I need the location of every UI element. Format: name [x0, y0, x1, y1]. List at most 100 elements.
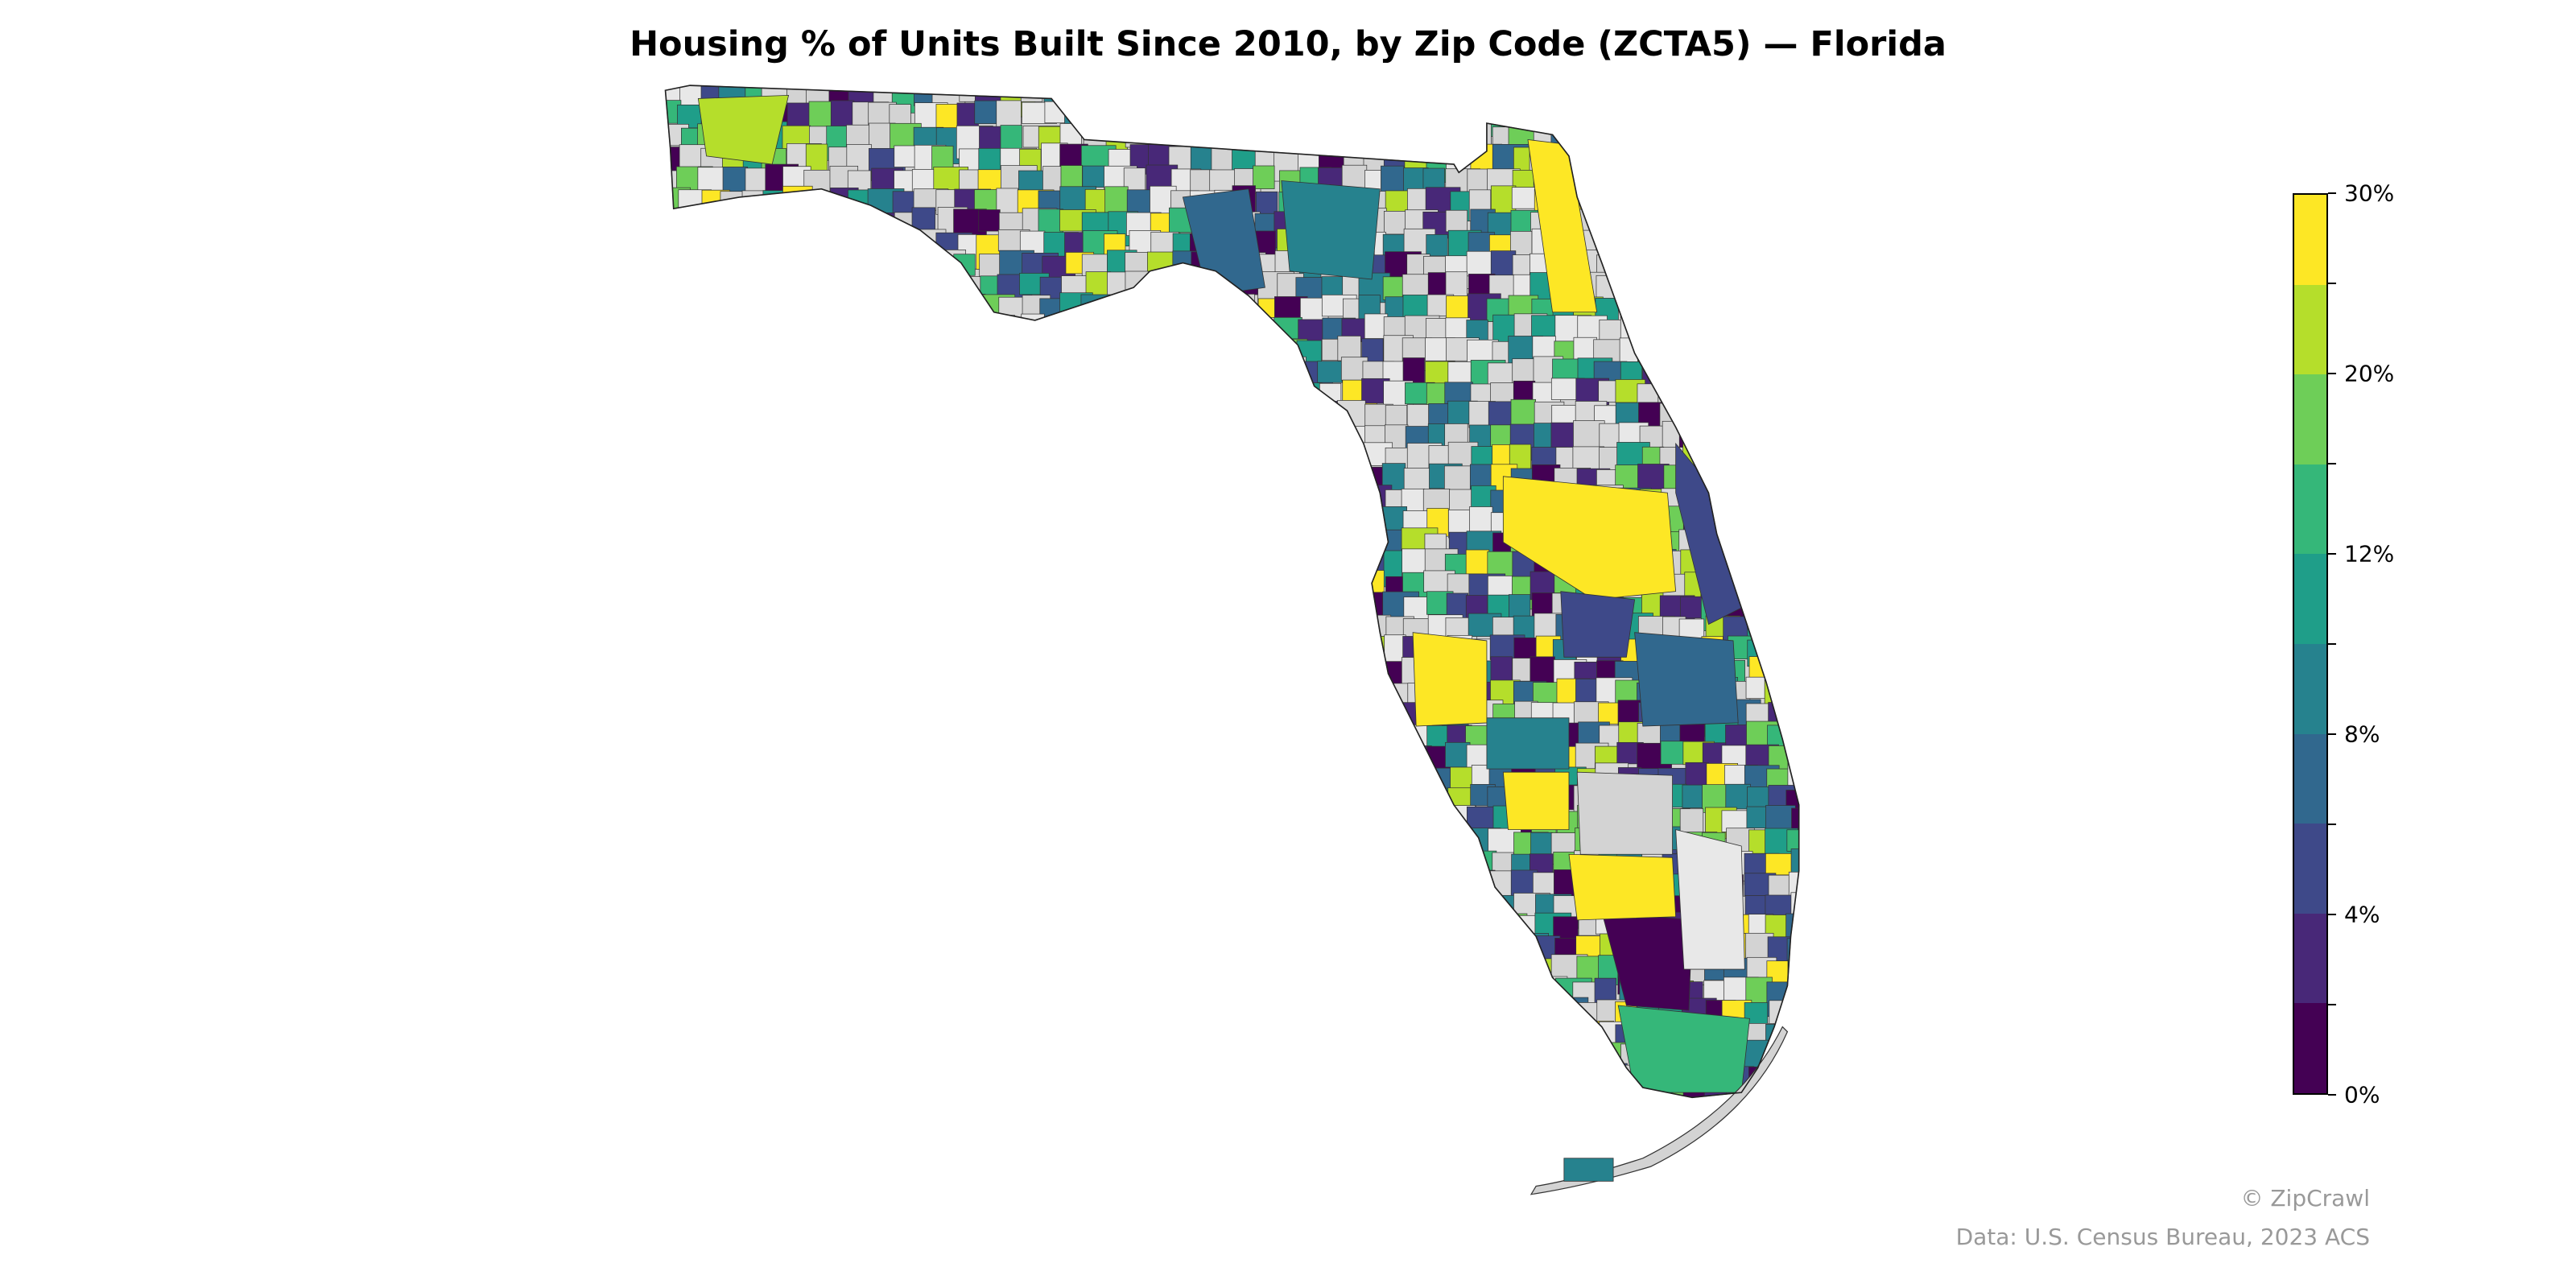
- zip-region: [956, 871, 985, 898]
- zip-region: [741, 767, 766, 796]
- zip-region: [933, 341, 964, 378]
- zip-region: [913, 720, 941, 754]
- zip-region: [680, 506, 714, 531]
- zip-region: [766, 850, 797, 874]
- colorbar-bin-8: [2294, 284, 2326, 375]
- zip-region: [1000, 489, 1022, 516]
- zip-region: [1702, 124, 1737, 147]
- zip-region: [1321, 703, 1359, 731]
- zip-region: [1321, 679, 1356, 715]
- zip-region: [1748, 190, 1772, 225]
- zip-region: [1380, 1082, 1407, 1098]
- zip-region: [1661, 167, 1686, 202]
- zip-region: [1295, 724, 1326, 749]
- zip-region: [1103, 804, 1133, 837]
- zip-region: [1551, 1063, 1587, 1091]
- zip-region: [1765, 399, 1790, 428]
- zip-region: [1555, 85, 1581, 121]
- zip-region: [1145, 913, 1175, 939]
- zip-region: [1341, 85, 1367, 107]
- zip-region: [1020, 636, 1055, 671]
- zip-region: [1125, 763, 1148, 796]
- zip-region: [958, 659, 989, 694]
- zip-region: [1038, 1045, 1067, 1075]
- zip-region: [745, 249, 772, 279]
- zip-region: [1128, 977, 1150, 1008]
- zip-region: [700, 404, 731, 433]
- zip-region: [1256, 85, 1293, 103]
- zip-region: [1789, 444, 1799, 469]
- zip-region: [762, 639, 795, 670]
- zip-region: [764, 383, 788, 415]
- zip-region: [1148, 1022, 1183, 1055]
- zip-region: [980, 530, 1007, 566]
- zip-region: [1125, 487, 1152, 516]
- zip-region: [935, 291, 963, 323]
- zip-region: [1129, 467, 1153, 491]
- zip-region: [1191, 378, 1220, 407]
- zip-region: [1470, 1086, 1505, 1098]
- zip-region: [893, 638, 931, 668]
- zip-region: [1000, 956, 1036, 993]
- zip-region: [829, 976, 865, 1002]
- zip-region: [1787, 421, 1799, 444]
- zip-region: [1298, 768, 1332, 794]
- zip-region: [761, 208, 786, 232]
- zip-region: [1560, 591, 1636, 658]
- zip-region: [1337, 981, 1363, 1004]
- zip-region: [1257, 421, 1286, 452]
- zip-region: [1770, 423, 1799, 448]
- zip-region: [1276, 1020, 1298, 1051]
- zip-region: [1385, 1067, 1418, 1089]
- zip-region: [720, 315, 754, 345]
- zip-region: [723, 506, 756, 536]
- zip-region: [723, 298, 757, 323]
- zip-region: [763, 466, 796, 489]
- zip-region: [830, 1084, 854, 1098]
- zip-region: [1108, 704, 1140, 729]
- zip-region: [1146, 1110, 1172, 1133]
- zip-region: [1636, 277, 1674, 311]
- zip-region: [1059, 506, 1089, 540]
- zip-region: [868, 399, 902, 437]
- zip-region: [1061, 444, 1098, 473]
- zip-region: [1337, 336, 1361, 361]
- zip-region: [1427, 1064, 1465, 1098]
- zip-region: [1211, 359, 1233, 390]
- zip-region: [1663, 338, 1697, 365]
- zip-region: [679, 677, 711, 714]
- zip-region: [915, 848, 953, 886]
- zip-region: [1620, 166, 1647, 194]
- zip-region: [1211, 849, 1243, 873]
- zip-region: [788, 424, 812, 460]
- zip-region: [1041, 938, 1077, 962]
- zip-region: [1552, 1042, 1576, 1076]
- zip-region: [1085, 447, 1108, 482]
- zip-region: [1188, 1041, 1217, 1075]
- zip-region: [782, 956, 808, 982]
- zip-region: [806, 294, 844, 322]
- zip-region: [665, 1084, 681, 1098]
- zip-region: [762, 722, 795, 757]
- zip-region: [1425, 318, 1448, 341]
- zip-region: [1084, 702, 1117, 731]
- zip-region: [1405, 1086, 1432, 1098]
- zip-region: [1725, 232, 1749, 254]
- zip-region: [1060, 851, 1083, 883]
- zip-region: [1022, 894, 1046, 926]
- zip-region: [1743, 506, 1773, 543]
- zip-region: [1124, 572, 1162, 598]
- zip-region: [665, 873, 684, 906]
- zip-region: [1279, 506, 1315, 529]
- zip-region: [782, 742, 818, 778]
- zip-region: [745, 1105, 774, 1140]
- zip-region: [1424, 911, 1461, 940]
- zip-region: [1211, 319, 1245, 348]
- zip-region: [934, 975, 960, 1001]
- zip-region: [1785, 275, 1799, 298]
- zip-region: [1747, 378, 1769, 409]
- zip-region: [1022, 382, 1055, 405]
- zip-region: [1768, 166, 1799, 199]
- zip-region: [1748, 105, 1771, 140]
- zip-region: [1041, 831, 1076, 853]
